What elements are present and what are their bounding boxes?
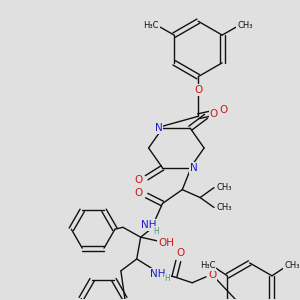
Text: H₃C: H₃C (144, 21, 159, 30)
Text: OH: OH (158, 238, 174, 248)
Text: O: O (194, 85, 202, 94)
Text: O: O (135, 188, 143, 198)
Text: O: O (210, 109, 218, 119)
Text: CH₃: CH₃ (284, 261, 299, 270)
Text: H: H (165, 274, 170, 283)
Text: NH: NH (141, 220, 156, 230)
Text: CH₃: CH₃ (237, 21, 253, 30)
Text: CH₃: CH₃ (216, 203, 232, 212)
Text: N: N (190, 163, 198, 173)
Text: CH₃: CH₃ (216, 183, 232, 192)
Text: O: O (135, 175, 143, 185)
Text: H₃C: H₃C (200, 261, 215, 270)
Text: NH: NH (150, 269, 165, 279)
Text: H: H (154, 227, 159, 236)
Text: O: O (208, 270, 216, 280)
Text: O: O (176, 248, 184, 258)
Text: N: N (154, 123, 162, 133)
Text: O: O (220, 105, 228, 116)
